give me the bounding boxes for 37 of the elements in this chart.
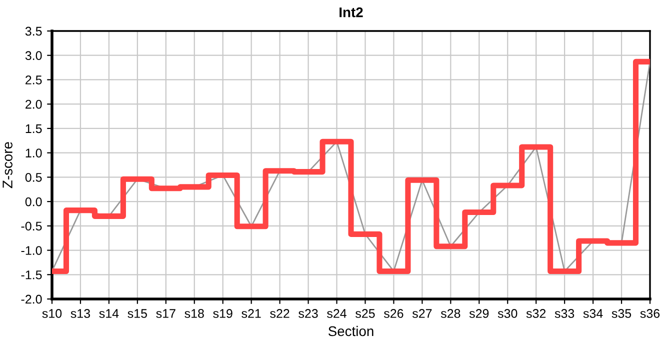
x-tick-label: s19 [213,309,232,318]
x-tick-label: s23 [298,309,318,318]
y-tick-label: 0.0 [25,197,42,206]
y-tick-label: -1.0 [21,246,42,255]
chart-title: Int2 [340,7,363,18]
y-tick-label: -1.5 [21,270,42,280]
y-tick-label: -2.0 [21,294,42,304]
x-tick-label: s14 [99,309,119,318]
x-tick-label: s35 [612,309,632,318]
x-tick-label: s13 [70,309,90,318]
x-tick-label: s15 [128,309,147,318]
y-tick-label: 1.5 [26,124,42,134]
x-tick-label: s22 [270,309,290,318]
x-tick-label: s34 [583,309,603,318]
y-tick-label: 3.0 [25,51,42,60]
x-tick-label: s30 [498,309,518,318]
x-tick-label: s18 [184,309,204,318]
y-tick-label: 2.5 [26,76,42,84]
y-tick-label: 1.0 [26,148,42,158]
y-tick-label: -0.5 [21,222,42,231]
x-tick-label: s32 [526,309,546,318]
x-tick-label: s33 [554,309,574,318]
x-tick-label: s27 [412,309,432,318]
y-axis-title: Z-score [2,142,12,188]
x-tick-label: s28 [440,309,460,318]
x-tick-label: s26 [384,309,404,318]
x-axis-title: Section [328,326,374,336]
x-tick-label: s10 [42,309,62,318]
x-tick-label: s21 [242,309,261,318]
y-tick-label: 3.5 [25,26,42,36]
x-tick-label: s29 [469,309,489,318]
y-tick-label: 0.5 [25,172,42,182]
x-tick-label: s17 [156,309,176,318]
y-tick-label: 2.0 [26,100,42,109]
x-tick-label: s24 [327,309,346,318]
x-tick-label: s36 [640,309,660,318]
x-tick-label: s25 [356,309,375,318]
